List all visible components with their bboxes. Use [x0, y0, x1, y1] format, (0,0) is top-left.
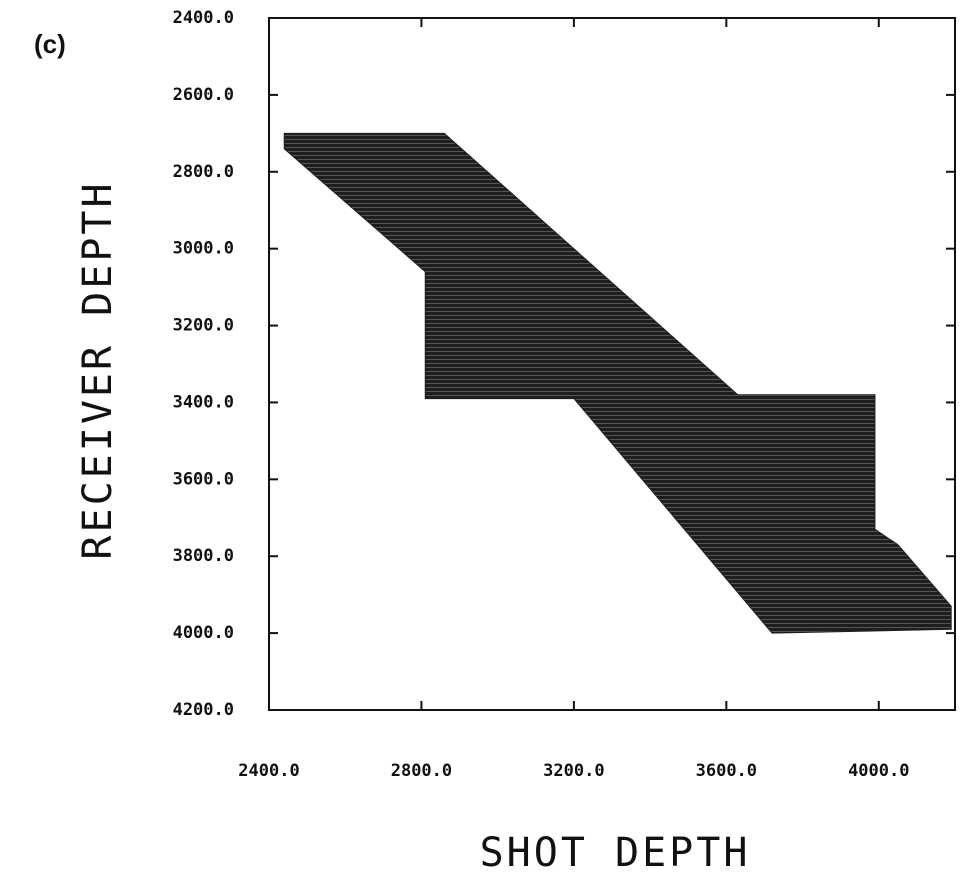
y-tick-label: 3800.0 [173, 546, 234, 566]
x-tick-label: 3600.0 [696, 761, 757, 781]
plot-frame [268, 17, 956, 711]
x-tick-label: 4000.0 [848, 761, 909, 781]
y-tick-label: 3000.0 [173, 239, 234, 259]
y-axis-label: RECEIVER DEPTH [75, 180, 121, 559]
y-tick-label: 2400.0 [173, 8, 234, 28]
y-tick-label: 4200.0 [173, 700, 234, 720]
x-tick-label: 3200.0 [543, 761, 604, 781]
x-axis-label: SHOT DEPTH [480, 830, 751, 876]
y-tick-label: 2600.0 [173, 85, 234, 105]
x-tick-label: 2800.0 [391, 761, 452, 781]
data-region [283, 132, 952, 634]
panel-label: (c) [34, 29, 66, 59]
x-tick-label: 2400.0 [238, 761, 299, 781]
y-tick-label: 3200.0 [173, 316, 234, 336]
y-tick-label: 3600.0 [173, 469, 234, 489]
y-tick-label: 3400.0 [173, 392, 234, 412]
y-tick-label: 4000.0 [173, 623, 234, 643]
y-tick-label: 2800.0 [173, 162, 234, 182]
